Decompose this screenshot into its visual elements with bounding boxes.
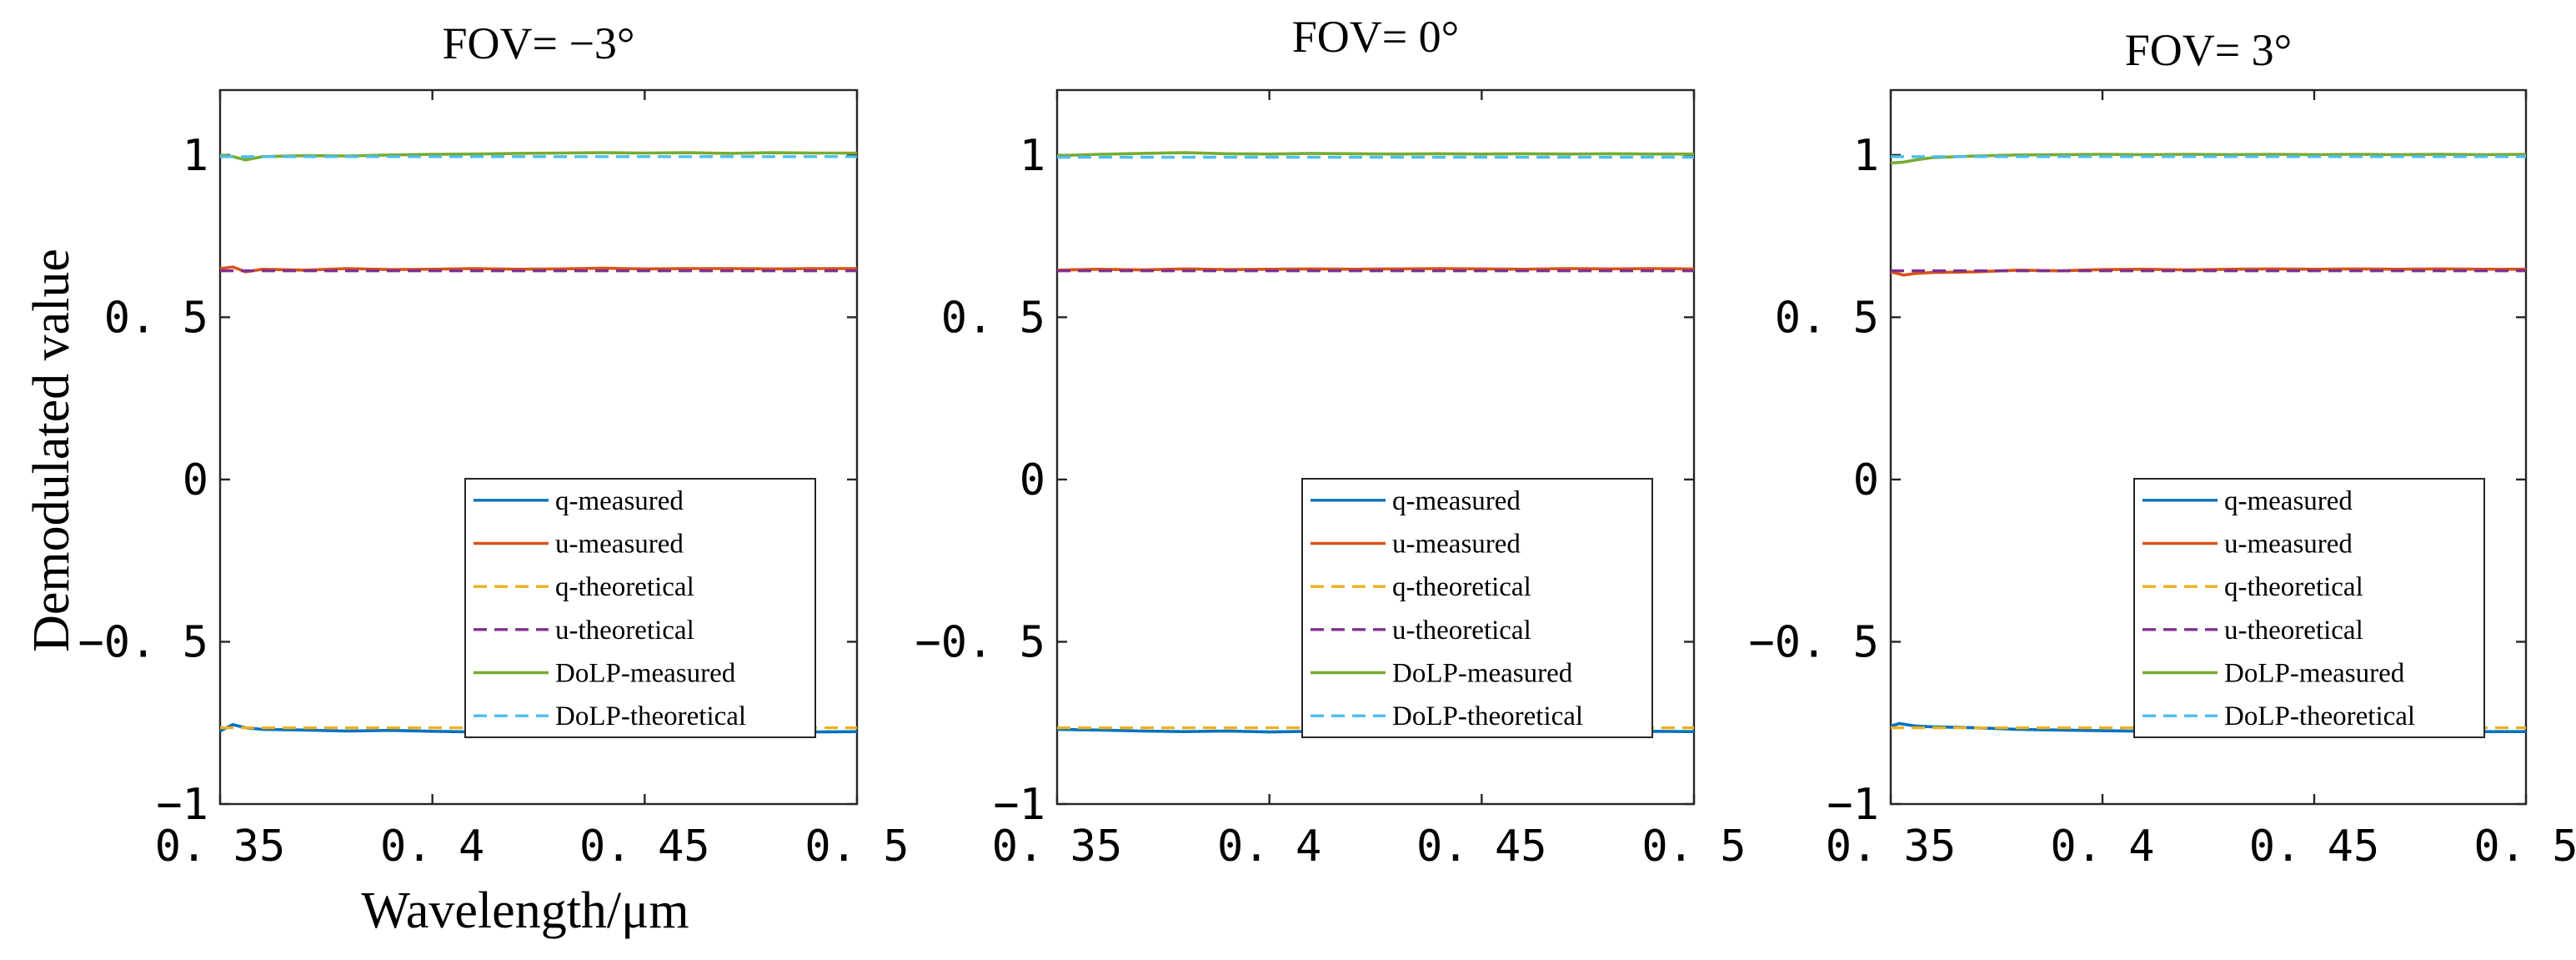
- x-tick-label: 0. 45: [1416, 822, 1547, 872]
- legend-label: q-theoretical: [1392, 572, 1531, 602]
- legend-label: q-measured: [1392, 486, 1521, 516]
- legend-label: DoLP-theoretical: [2224, 701, 2415, 731]
- y-tick-label: 0: [1853, 455, 1879, 505]
- y-tick-label: −0. 5: [915, 617, 1045, 667]
- series-line-DoLP-measured: [1056, 151, 1694, 158]
- legend: q-measured u-measured q-theoretical u-theor…: [464, 478, 816, 738]
- x-tick-label: 0. 45: [579, 822, 710, 872]
- y-tick-label: 1: [1020, 131, 1045, 181]
- y-tick-label: −0. 5: [1748, 617, 1879, 667]
- legend-label: q-measured: [555, 486, 684, 516]
- series-line-DoLP-measured: [1890, 153, 2527, 165]
- legend-label: u-measured: [555, 530, 684, 560]
- legend-label: DoLP-measured: [555, 659, 736, 689]
- panel-title: FOV= −3°: [442, 18, 634, 68]
- x-axis-label: Wavelength/μm: [361, 882, 689, 939]
- legend-label: q-theoretical: [555, 572, 694, 602]
- x-tick-label: 0. 5: [1641, 822, 1746, 872]
- y-tick-label: −1: [156, 780, 208, 830]
- series-line-u-measured: [219, 265, 857, 274]
- panel-1: FOV= −3° 0. 35 0. 4 0. 45 0. 5 −1 −0. 5 0 0. 5 1 q…: [78, 18, 909, 872]
- legend-box: [464, 478, 816, 738]
- y-tick-label: 0. 5: [104, 293, 208, 343]
- y-tick-label: −0. 5: [78, 617, 208, 667]
- legend-label: u-theoretical: [1392, 616, 1531, 646]
- y-tick-label: 0. 5: [941, 293, 1045, 343]
- legend-box: [1301, 478, 1653, 738]
- legend-box: [2133, 478, 2485, 738]
- x-tick-label: 0. 35: [155, 822, 286, 872]
- legend-label: u-measured: [2224, 530, 2353, 560]
- x-tick-label: 0. 4: [2050, 822, 2154, 872]
- y-tick-label: 1: [183, 131, 208, 181]
- axes-box: [1889, 88, 2528, 806]
- x-tick-label: 0. 5: [2473, 822, 2576, 872]
- legend-label: DoLP-theoretical: [555, 701, 746, 731]
- legend-label: q-measured: [2224, 486, 2353, 516]
- x-tick-label: 0. 35: [1826, 822, 1957, 872]
- legend-label: DoLP-measured: [1392, 659, 1573, 689]
- x-tick-label: 0. 4: [1217, 822, 1321, 872]
- y-tick-label: −1: [993, 780, 1045, 830]
- legend: q-measured u-measured q-theoretical u-theor…: [2133, 478, 2485, 738]
- legend-label: u-measured: [1392, 530, 1521, 560]
- axes-box: [1055, 88, 1696, 806]
- axes-box: [218, 88, 859, 806]
- panel-2: FOV= 0° 0. 35 0. 4 0. 45 0. 5 −1 −0. 5 0 0. 5 1 q-…: [915, 12, 1746, 872]
- x-tick-label: 0. 5: [804, 822, 909, 872]
- legend-label: u-theoretical: [555, 616, 694, 646]
- x-tick-label: 0. 35: [992, 822, 1123, 872]
- legend-label: u-theoretical: [2224, 616, 2363, 646]
- legend-label: q-theoretical: [2224, 572, 2363, 602]
- legend-label: DoLP-measured: [2224, 659, 2405, 689]
- x-tick-label: 0. 4: [380, 822, 484, 872]
- y-axis-label: Demodulated value: [23, 249, 80, 652]
- y-tick-label: 0: [183, 455, 208, 505]
- panel-title: FOV= 3°: [2125, 25, 2293, 75]
- panel-title: FOV= 0°: [1292, 12, 1460, 62]
- legend: q-measured u-measured q-theoretical u-theor…: [1301, 478, 1653, 738]
- x-tick-label: 0. 45: [2249, 822, 2380, 872]
- y-tick-label: −1: [1827, 780, 1879, 830]
- y-tick-label: 0. 5: [1775, 293, 1879, 343]
- panel-3: FOV= 3° 0. 35 0. 4 0. 45 0. 5 −1 −0. 5 0 0. 5 1 q-…: [1748, 25, 2576, 872]
- y-tick-label: 1: [1853, 131, 1879, 181]
- y-tick-label: 0: [1020, 455, 1045, 505]
- series-line-DoLP-measured: [219, 151, 857, 162]
- legend-label: DoLP-theoretical: [1392, 701, 1583, 731]
